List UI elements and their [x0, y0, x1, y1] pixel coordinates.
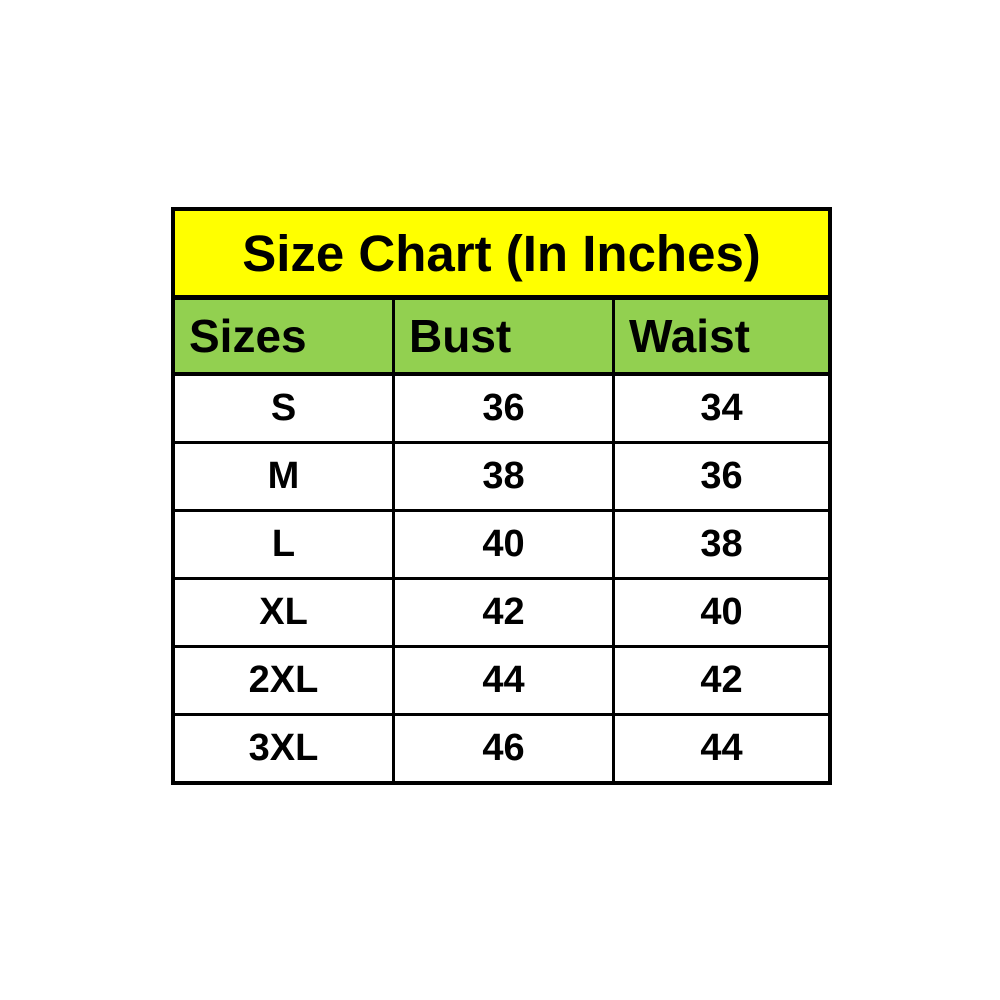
- table-row: XL 42 40: [172, 577, 831, 648]
- bust-cell: 42: [392, 577, 615, 648]
- size-cell: S: [172, 372, 395, 444]
- size-chart-table: Size Chart (In Inches) Sizes Bust Waist …: [171, 207, 832, 785]
- header-row: Sizes Bust Waist: [172, 296, 831, 376]
- column-header-waist: Waist: [612, 296, 831, 376]
- column-header-sizes: Sizes: [172, 296, 395, 376]
- bust-cell: 46: [392, 713, 615, 784]
- size-cell: 2XL: [172, 645, 395, 716]
- waist-cell: 38: [612, 509, 831, 580]
- title-row: Size Chart (In Inches): [172, 208, 831, 300]
- table-row: S 36 34: [172, 372, 831, 444]
- waist-cell: 36: [612, 441, 831, 512]
- size-cell: 3XL: [172, 713, 395, 784]
- size-chart-title: Size Chart (In Inches): [172, 208, 831, 300]
- waist-cell: 40: [612, 577, 831, 648]
- size-cell: M: [172, 441, 395, 512]
- table-row: 3XL 46 44: [172, 713, 831, 784]
- waist-cell: 44: [612, 713, 831, 784]
- size-cell: L: [172, 509, 395, 580]
- bust-cell: 36: [392, 372, 615, 444]
- table-row: L 40 38: [172, 509, 831, 580]
- waist-cell: 34: [612, 372, 831, 444]
- table-row: M 38 36: [172, 441, 831, 512]
- size-cell: XL: [172, 577, 395, 648]
- bust-cell: 44: [392, 645, 615, 716]
- bust-cell: 40: [392, 509, 615, 580]
- column-header-bust: Bust: [392, 296, 615, 376]
- bust-cell: 38: [392, 441, 615, 512]
- table-row: 2XL 44 42: [172, 645, 831, 716]
- waist-cell: 42: [612, 645, 831, 716]
